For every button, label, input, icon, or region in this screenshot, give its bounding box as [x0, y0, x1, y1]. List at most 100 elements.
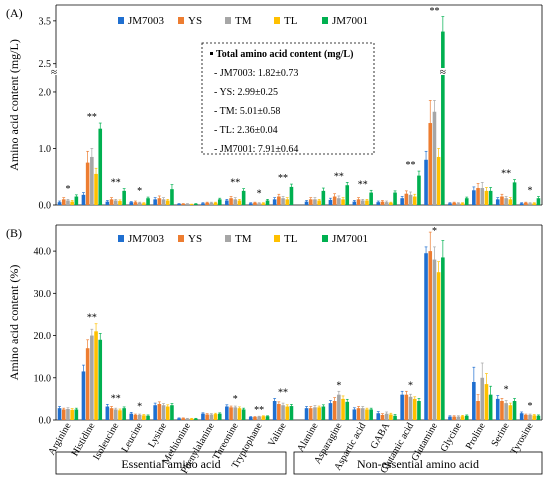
bar-JM7001: [122, 408, 126, 420]
bar-TM: [337, 198, 341, 205]
bar-JM7003: [304, 408, 309, 420]
bar-JM7003: [177, 203, 181, 205]
bar-JM7003: [328, 199, 333, 205]
significance-marker: **: [230, 178, 240, 189]
significance-marker: *: [528, 401, 533, 412]
bar-YS: [277, 196, 281, 205]
bar-TM: [360, 408, 365, 420]
bar-JM7001: [393, 192, 397, 205]
category-label: Tyrosine: [509, 421, 536, 457]
category-label: Glycine: [439, 421, 465, 454]
legend-swatch-JM7001: [322, 17, 328, 24]
bar-JM7003: [376, 202, 381, 205]
bar-JM7001: [265, 416, 270, 420]
nonessential-group-box: [293, 451, 543, 475]
y-tick-label: 2.0: [39, 87, 52, 98]
bar-YS: [404, 193, 409, 205]
bar-TM: [432, 259, 437, 420]
bar-TL: [213, 202, 218, 205]
bar-JM7001: [536, 415, 541, 420]
category-label: Proline: [464, 421, 488, 452]
bar-YS: [428, 123, 433, 205]
bar-TM: [66, 200, 70, 205]
significance-marker: **: [501, 169, 511, 180]
bar-YS: [380, 201, 385, 205]
bar-TM: [528, 414, 532, 420]
bar-YS: [524, 202, 528, 205]
bar-JM7001: [170, 189, 174, 205]
inset-line: - YS: 2.99±0.25: [214, 87, 278, 98]
inset-line: - JM7003: 1.82±0.73: [214, 68, 298, 79]
bar-JM7001: [417, 175, 421, 205]
bar-JM7001: [441, 257, 445, 420]
legend-swatch-TM: [225, 17, 231, 24]
essential-group-box: [55, 451, 287, 475]
bar-TM: [113, 200, 118, 205]
legend-swatch-TL: [274, 235, 280, 242]
legend-label-JM7003: JM7003: [128, 233, 165, 245]
bar-TL: [436, 156, 441, 205]
group-labels: Essential amino acid Non-essential amino…: [55, 451, 543, 475]
category-label: Lysine: [146, 421, 169, 450]
bar-JM7001: [194, 203, 198, 205]
inset-line: - TL: 2.36±0.04: [214, 125, 278, 136]
bar-TL: [365, 200, 369, 205]
bar-TL: [460, 416, 465, 420]
bar-JM7003: [495, 398, 500, 420]
legend-label-YS: YS: [188, 15, 202, 27]
bar-TL: [341, 398, 345, 420]
bar-JM7003: [153, 405, 157, 420]
bar-TM: [209, 414, 214, 420]
bar-TL: [285, 199, 290, 205]
legend-swatch-TL: [274, 17, 280, 24]
legend-swatch-TM: [225, 235, 231, 242]
bar-TL: [70, 409, 74, 420]
bar-YS: [253, 202, 257, 205]
significance-marker: **: [87, 313, 97, 324]
bar-JM7003: [57, 408, 62, 420]
category-label: GABA: [369, 420, 393, 451]
bar-JM7001: [345, 185, 350, 205]
bar-TM: [209, 202, 214, 205]
bar-JM7001: [464, 415, 469, 420]
bar-TL: [412, 398, 417, 420]
bar-TM: [233, 199, 238, 205]
bar-JM7003: [272, 199, 277, 205]
bar-JM7003: [225, 406, 229, 420]
bar-TM: [161, 405, 166, 420]
bar-JM7003: [352, 201, 357, 205]
legend-swatch-YS: [178, 17, 184, 24]
legend-swatch-JM7003: [118, 17, 124, 24]
bar-TL: [94, 173, 98, 205]
significance-marker: **: [278, 173, 288, 184]
bar-YS: [157, 403, 162, 420]
bar-TM: [313, 407, 317, 420]
bar-break-mask: [436, 68, 449, 75]
bar-TL: [365, 409, 369, 420]
bar-TM: [185, 203, 190, 205]
bar-TL: [118, 201, 122, 205]
bar-YS: [308, 199, 313, 205]
legend-label-TM: TM: [235, 233, 252, 245]
y-tick-label: 20.0: [34, 331, 52, 342]
panel-b: 0.010.020.030.040.0*********** ****(B)Ami…: [6, 224, 543, 476]
bar-JM7003: [129, 202, 134, 205]
bar-YS: [277, 403, 281, 420]
bar-JM7001: [98, 128, 103, 205]
bar-TL: [317, 407, 321, 420]
bar-TM: [456, 203, 461, 205]
bar-JM7001: [393, 415, 397, 420]
bar-JM7003: [448, 203, 452, 205]
axis-break-symbol: ≈: [51, 67, 57, 79]
significance-marker: **: [111, 393, 121, 404]
bar-YS: [452, 202, 456, 205]
bar-YS: [229, 407, 233, 420]
bar-TM: [432, 111, 437, 205]
significance-marker: **: [358, 179, 368, 190]
significance-marker: **: [429, 6, 439, 17]
bar-JM7003: [304, 201, 309, 205]
legend-swatch-JM7003: [118, 235, 124, 242]
bar-JM7003: [519, 203, 524, 205]
bar-TL: [94, 331, 98, 420]
